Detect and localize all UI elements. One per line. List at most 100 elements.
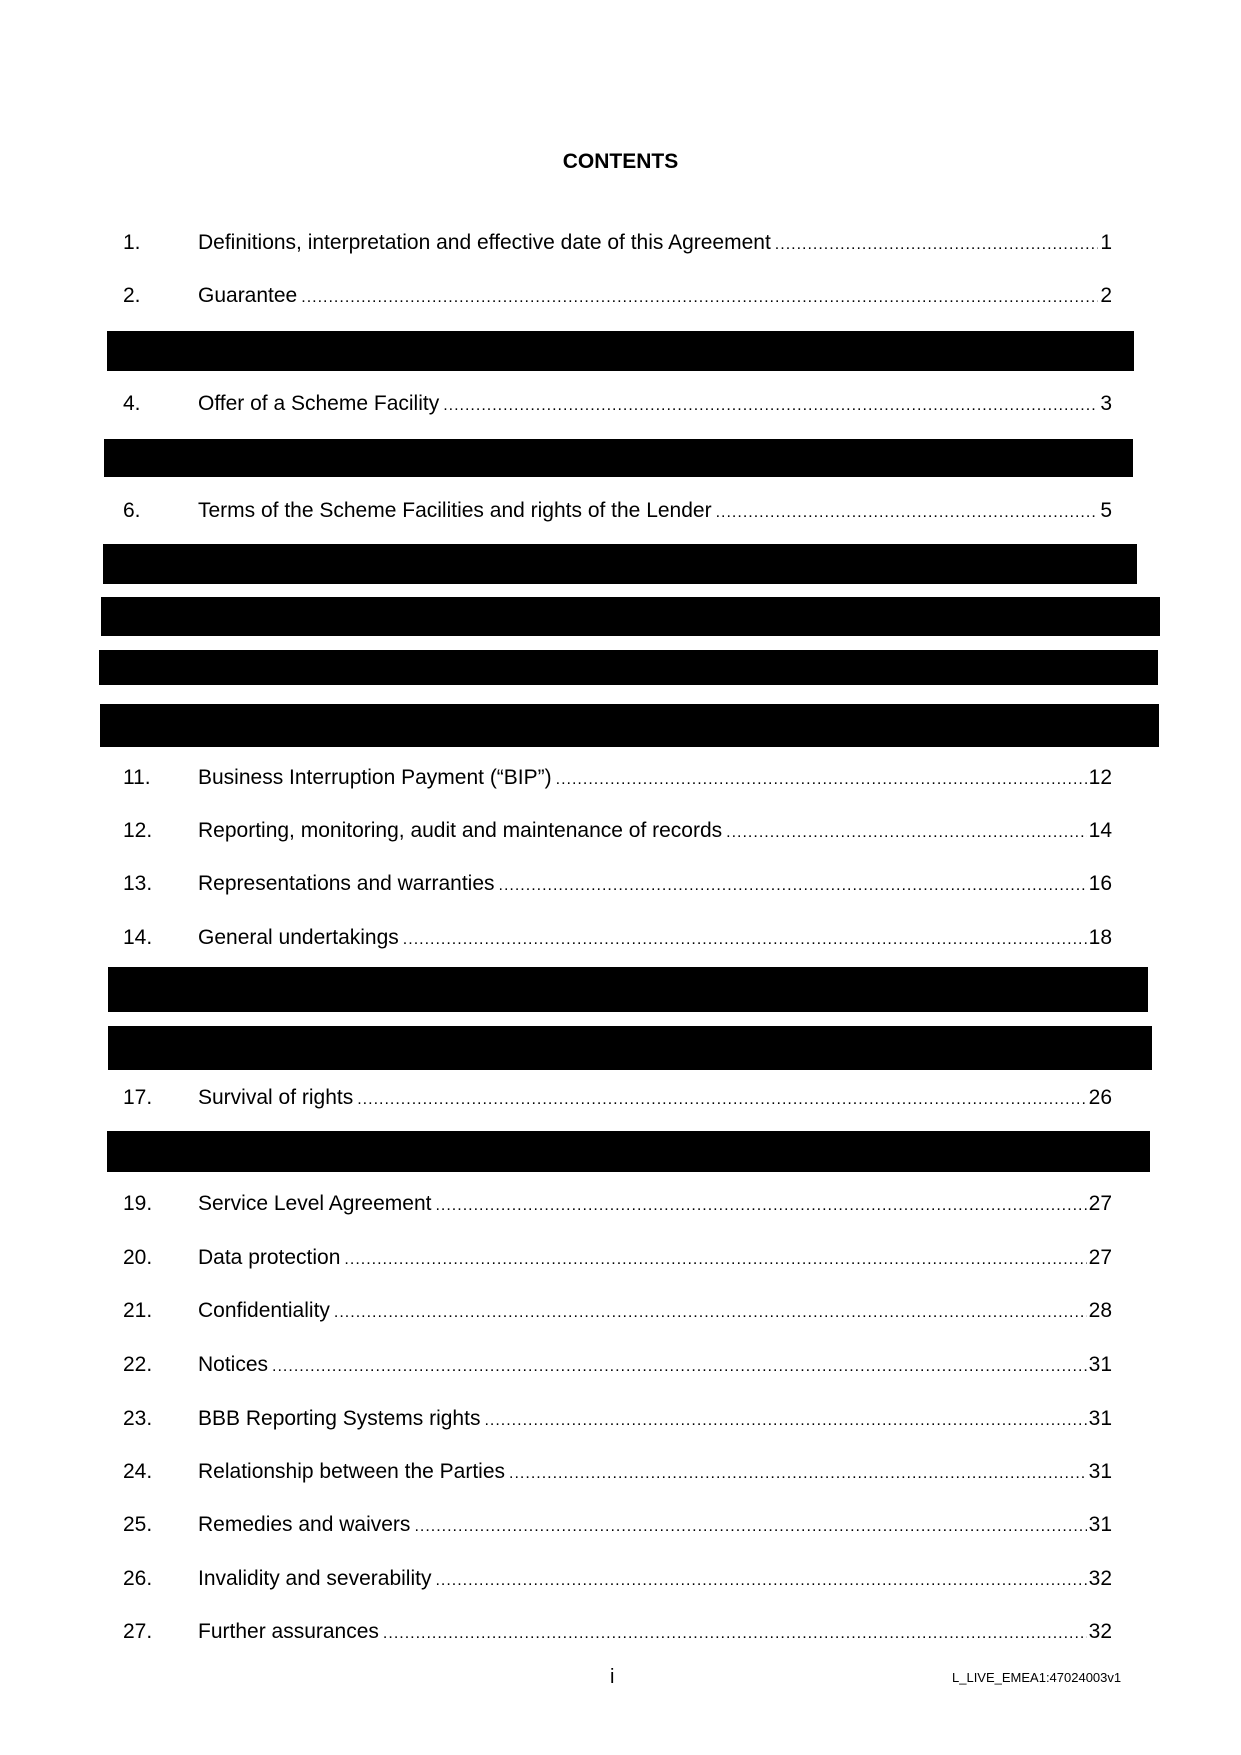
- entry-page: 27: [1088, 1192, 1112, 1215]
- dot-leader: [499, 873, 1087, 899]
- toc-entry[interactable]: 4. Offer of a Scheme Facility 3: [123, 391, 1112, 417]
- toc-entry[interactable]: 1. Definitions, interpretation and effect…: [123, 230, 1112, 256]
- dot-leader: [357, 1087, 1086, 1113]
- entry-number: 19.: [123, 1192, 153, 1215]
- entry-page: 1: [1100, 231, 1112, 254]
- toc-entry[interactable]: 17. Survival of rights 26: [123, 1085, 1112, 1111]
- toc-entry[interactable]: 12. Reporting, monitoring, audit and main…: [123, 818, 1112, 844]
- redaction-bar: [101, 597, 1160, 636]
- dot-leader: [509, 1461, 1087, 1487]
- entry-title: Confidentiality: [198, 1299, 330, 1322]
- entry-number: 2.: [123, 284, 141, 307]
- entry-page: 32: [1088, 1620, 1112, 1643]
- redaction-bar: [107, 1131, 1150, 1172]
- entry-page: 16: [1088, 872, 1112, 895]
- entry-page: 28: [1088, 1299, 1112, 1322]
- toc-entry[interactable]: 22. Notices 31: [123, 1352, 1112, 1378]
- toc-entry[interactable]: 19. Service Level Agreement 27: [123, 1191, 1112, 1217]
- entry-title: BBB Reporting Systems rights: [198, 1407, 481, 1430]
- redaction-bar: [103, 544, 1137, 584]
- entry-title: Offer of a Scheme Facility: [198, 392, 440, 415]
- dot-leader: [435, 1568, 1086, 1594]
- entry-title: Remedies and waivers: [198, 1513, 411, 1536]
- entry-number: 13.: [123, 872, 153, 895]
- toc-entry[interactable]: 23. BBB Reporting Systems rights 31: [123, 1406, 1112, 1432]
- redaction-bar: [108, 967, 1148, 1012]
- entry-number: 11.: [123, 766, 151, 789]
- dot-leader: [334, 1300, 1087, 1326]
- entry-title: Service Level Agreement: [198, 1192, 432, 1215]
- dot-leader: [301, 285, 1098, 311]
- toc-entry[interactable]: 2. Guarantee 2: [123, 283, 1112, 309]
- toc-entry[interactable]: 24. Relationship between the Parties 31: [123, 1459, 1112, 1485]
- entry-title: Survival of rights: [198, 1086, 354, 1109]
- entry-number: 4.: [123, 392, 141, 415]
- toc-entry[interactable]: 21. Confidentiality 28: [123, 1298, 1112, 1324]
- redaction-bar: [108, 1026, 1152, 1070]
- dot-leader: [344, 1247, 1086, 1273]
- dot-leader: [484, 1408, 1086, 1434]
- toc-entry[interactable]: 13. Representations and warranties 16: [123, 871, 1112, 897]
- entry-title: Invalidity and severability: [198, 1567, 432, 1590]
- dot-leader: [726, 820, 1087, 846]
- entry-title: Guarantee: [198, 284, 298, 307]
- entry-number: 6.: [123, 499, 141, 522]
- entry-page: 5: [1100, 499, 1112, 522]
- dot-leader: [556, 767, 1087, 793]
- entry-page: 14: [1088, 819, 1112, 842]
- dot-leader: [443, 393, 1098, 419]
- dot-leader: [716, 500, 1099, 526]
- page-title: CONTENTS: [562, 150, 679, 173]
- entry-title: Business Interruption Payment (“BIP”): [198, 766, 552, 789]
- entry-title: Further assurances: [198, 1620, 379, 1643]
- dot-leader: [435, 1193, 1086, 1219]
- dot-leader: [414, 1514, 1086, 1540]
- entry-number: 24.: [123, 1460, 153, 1483]
- entry-title: Representations and warranties: [198, 872, 495, 895]
- entry-page: 2: [1100, 284, 1112, 307]
- entry-number: 25.: [123, 1513, 153, 1536]
- entry-page: 31: [1088, 1353, 1112, 1376]
- entry-number: 12.: [123, 819, 153, 842]
- redaction-bar: [99, 650, 1158, 685]
- entry-page: 3: [1100, 392, 1112, 415]
- document-reference: L_LIVE_EMEA1:47024003v1: [952, 1670, 1122, 1685]
- dot-leader: [272, 1354, 1087, 1380]
- entry-number: 17.: [123, 1086, 153, 1109]
- entry-title: General undertakings: [198, 926, 399, 949]
- entry-page: 12: [1088, 766, 1112, 789]
- entry-number: 23.: [123, 1407, 153, 1430]
- toc-entry[interactable]: 26. Invalidity and severability 32: [123, 1566, 1112, 1592]
- entry-title: Definitions, interpretation and effectiv…: [198, 231, 771, 254]
- redaction-bar: [104, 439, 1133, 477]
- entry-number: 20.: [123, 1246, 153, 1269]
- entry-number: 1.: [123, 231, 141, 254]
- entry-number: 27.: [123, 1620, 153, 1643]
- entry-page: 26: [1088, 1086, 1112, 1109]
- dot-leader: [775, 232, 1099, 258]
- entry-title: Terms of the Scheme Facilities and right…: [198, 499, 712, 522]
- dot-leader: [383, 1621, 1087, 1647]
- entry-number: 26.: [123, 1567, 153, 1590]
- entry-number: 21.: [123, 1299, 153, 1322]
- entry-number: 14.: [123, 926, 153, 949]
- entry-title: Data protection: [198, 1246, 341, 1269]
- entry-title: Reporting, monitoring, audit and mainten…: [198, 819, 723, 842]
- toc-entry[interactable]: 20. Data protection 27: [123, 1245, 1112, 1271]
- toc-entry[interactable]: 11. Business Interruption Payment (“BIP”)…: [123, 765, 1112, 791]
- redaction-bar: [100, 704, 1159, 747]
- entry-number: 22.: [123, 1353, 153, 1376]
- toc-entry[interactable]: 25. Remedies and waivers 31: [123, 1512, 1112, 1538]
- dot-leader: [403, 927, 1087, 953]
- entry-title: Relationship between the Parties: [198, 1460, 506, 1483]
- toc-entry[interactable]: 6. Terms of the Scheme Facilities and rig…: [123, 498, 1112, 524]
- entry-title: Notices: [198, 1353, 269, 1376]
- entry-page: 32: [1088, 1567, 1112, 1590]
- page-number: i: [610, 1666, 615, 1688]
- entry-page: 31: [1088, 1513, 1112, 1536]
- entry-page: 18: [1088, 926, 1112, 949]
- entry-page: 31: [1088, 1460, 1112, 1483]
- redaction-bar: [107, 331, 1134, 371]
- toc-entry[interactable]: 27. Further assurances 32: [123, 1619, 1112, 1645]
- toc-entry[interactable]: 14. General undertakings 18: [123, 925, 1112, 951]
